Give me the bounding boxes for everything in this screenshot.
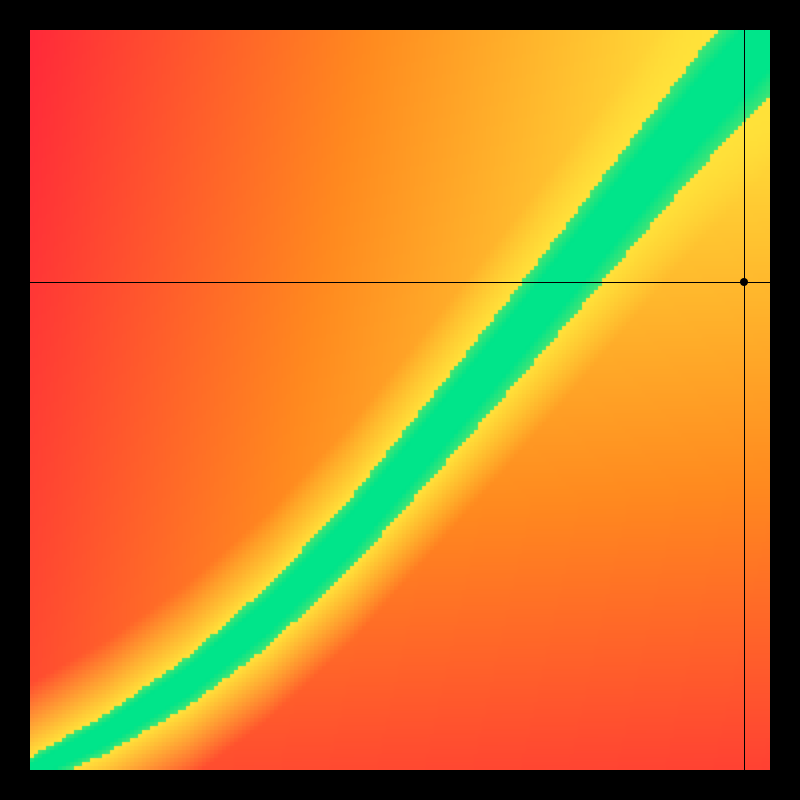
watermark-text: TheBottleneck.com bbox=[596, 4, 780, 27]
heatmap-canvas bbox=[30, 30, 770, 770]
crosshair-horizontal bbox=[30, 282, 770, 283]
crosshair-vertical bbox=[744, 30, 745, 770]
crosshair-marker bbox=[740, 278, 748, 286]
heatmap-plot-area bbox=[30, 30, 770, 770]
